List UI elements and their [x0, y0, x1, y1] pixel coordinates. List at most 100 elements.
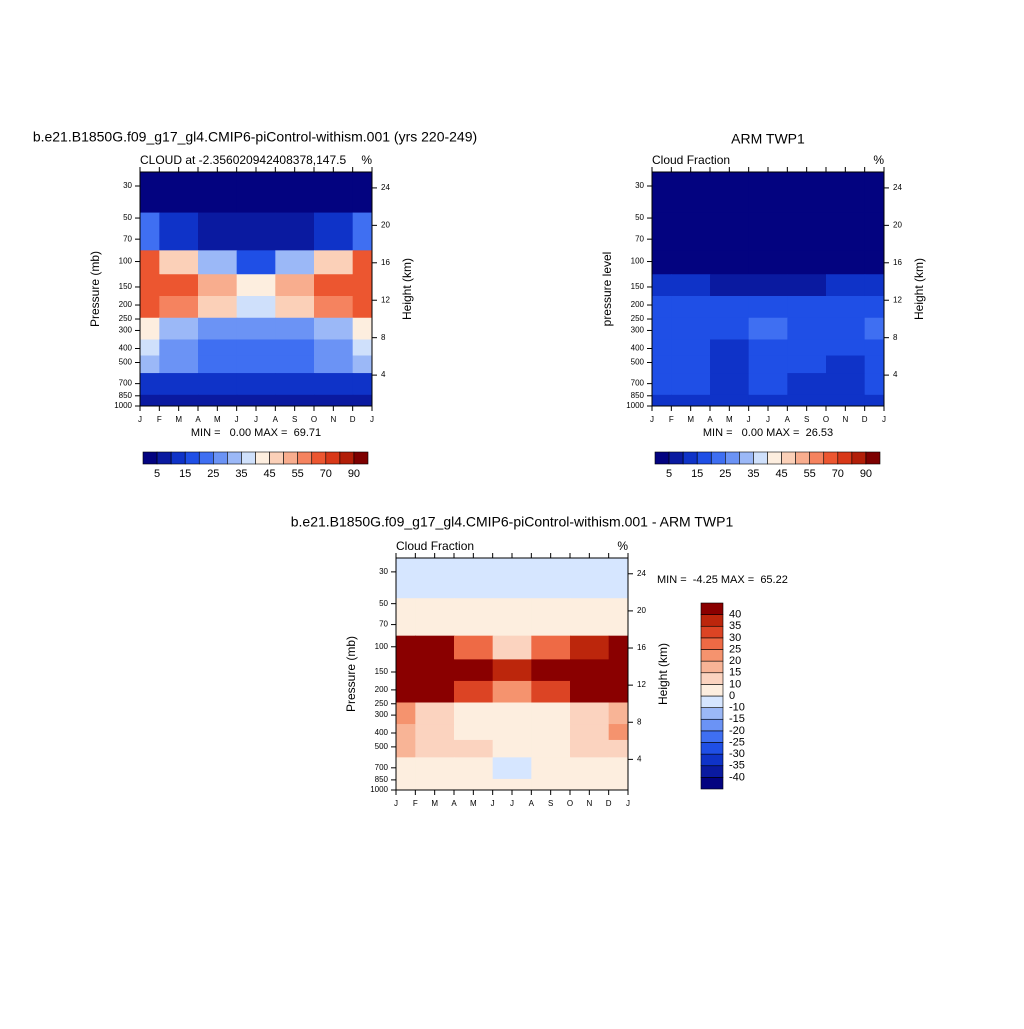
y2-tick-label: 20 [637, 606, 646, 615]
cell [710, 172, 750, 214]
cell [140, 172, 160, 214]
cell [140, 355, 160, 374]
y-tick-label: 150 [119, 282, 133, 291]
cell [864, 317, 884, 341]
colorbar-label: 0 [729, 690, 735, 702]
cell [608, 724, 628, 741]
cell [531, 757, 571, 780]
cell [198, 317, 238, 341]
colorbar-box [725, 451, 740, 465]
cell [352, 317, 372, 341]
y2-tick-label: 8 [381, 333, 386, 342]
y-tick-label: 70 [123, 234, 132, 243]
cell [140, 373, 160, 396]
cell [198, 355, 238, 374]
y-tick-label: 300 [119, 326, 133, 335]
cell [415, 702, 455, 725]
x-tick-label: J [510, 799, 514, 808]
y-tick-label: 1000 [370, 785, 388, 794]
left-string: CLOUD at -2.356020942408378,147.5 [140, 153, 346, 167]
colorbar-box [184, 451, 200, 465]
y-tick-label: 300 [375, 710, 389, 719]
x-tick-label: O [567, 799, 573, 808]
cell [159, 373, 199, 396]
cell [275, 373, 315, 396]
y-tick-label: 30 [123, 181, 132, 190]
cell [275, 250, 315, 275]
x-tick-label: M [687, 415, 694, 424]
cell [608, 680, 628, 704]
y-tick-label: 200 [119, 300, 133, 309]
cell [275, 394, 315, 406]
cell [314, 355, 354, 374]
cell [415, 598, 455, 637]
cell [492, 739, 532, 758]
x-tick-label: S [548, 799, 553, 808]
cell [787, 339, 827, 357]
x-tick-label: D [350, 415, 356, 424]
y-tick-label: 700 [119, 379, 133, 388]
cell [454, 778, 494, 790]
cell [570, 558, 610, 599]
colorbar-box [700, 718, 724, 732]
y2-tick-label: 24 [637, 569, 646, 578]
cell [140, 339, 160, 357]
cell [454, 598, 494, 637]
colorbar-box [700, 637, 724, 650]
colorbar-box [700, 660, 724, 674]
y-tick-label: 100 [375, 642, 389, 651]
y2-axis-label: Height (km) [656, 643, 670, 705]
cell [748, 250, 788, 275]
colorbar-box [823, 451, 839, 465]
cell [492, 659, 532, 682]
cell [671, 373, 711, 396]
cell [787, 212, 827, 251]
y2-tick-label: 16 [381, 258, 390, 267]
cell [748, 317, 788, 341]
cell [396, 757, 416, 780]
cell [198, 274, 238, 297]
x-tick-label: J [138, 415, 142, 424]
cell [570, 680, 610, 704]
y2-tick-label: 12 [381, 295, 390, 304]
cell [608, 739, 628, 758]
cell [415, 680, 455, 704]
y-axis-label: Pressure (mb) [88, 251, 102, 327]
cell [140, 394, 160, 406]
colorbar-box [696, 451, 712, 465]
cell [492, 778, 532, 790]
colorbar-box [767, 451, 782, 465]
x-tick-label: N [842, 415, 848, 424]
x-tick-label: M [726, 415, 733, 424]
cell [787, 250, 827, 275]
y-tick-label: 850 [375, 775, 389, 784]
y2-axis-label: Height (km) [912, 258, 926, 320]
cell [652, 295, 672, 319]
cell [748, 212, 788, 251]
cell [159, 339, 199, 357]
cell [159, 394, 199, 406]
cell [454, 739, 494, 758]
cell [236, 339, 276, 357]
y-tick-label: 30 [379, 567, 388, 576]
cell [159, 295, 199, 319]
y2-tick-label: 16 [893, 258, 902, 267]
colorbar-box [339, 451, 355, 465]
y-tick-label: 400 [631, 344, 645, 353]
stats: MIN = 0.00 MAX = 26.53 [703, 427, 833, 439]
y2-tick-label: 4 [893, 370, 898, 379]
cell [671, 172, 711, 214]
cell [352, 274, 372, 297]
y-tick-label: 300 [631, 326, 645, 335]
y-axis-label: pressure level [600, 252, 614, 327]
y2-tick-label: 16 [637, 643, 646, 652]
cell [352, 250, 372, 275]
colorbar-box [227, 451, 242, 465]
colorbar-box [739, 451, 754, 465]
cell [671, 274, 711, 297]
y-tick-label: 500 [631, 358, 645, 367]
cell [454, 702, 494, 725]
cell [352, 295, 372, 319]
y-tick-label: 850 [119, 391, 133, 400]
cell [140, 317, 160, 341]
